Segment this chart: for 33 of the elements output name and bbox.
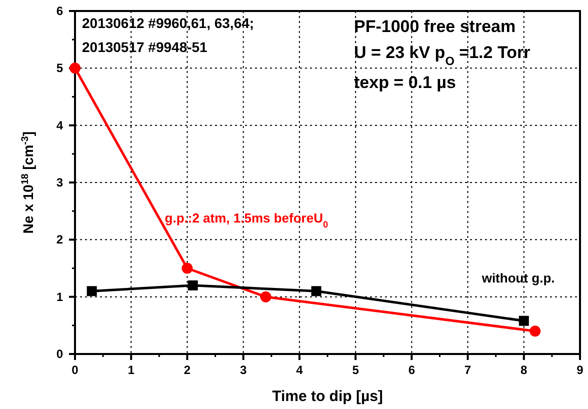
y-tick-label: 2 [56, 232, 64, 247]
x-tick-label: 7 [464, 363, 472, 377]
x-axis-title: Time to dip [µs] [272, 388, 383, 405]
y-tick-label: 3 [56, 176, 64, 190]
series-label: g.p.:2 atm, 1.5ms beforeU$_{0}$ [164, 210, 328, 230]
y-tick-label: 0 [56, 347, 64, 361]
x-tick-label: 2 [184, 363, 191, 377]
y-tick-label: 6 [56, 4, 64, 18]
text: without g.p. [480, 270, 555, 286]
point [182, 262, 193, 274]
x-tick-label: 9 [576, 363, 584, 377]
annotation: 20130517 #9948-51 [82, 39, 208, 55]
annotation: PF-1000 free stream [354, 17, 516, 36]
point [530, 326, 541, 337]
y-tick-label: 1 [56, 290, 64, 304]
x-tick-label: 0 [72, 363, 79, 377]
annotation: 20130612 #9960,61, 63,64; [82, 15, 254, 31]
x-tick-label: 3 [240, 363, 247, 377]
annotation: U = 23 kV p$_{O}$ =1.2 Torr [354, 43, 531, 68]
annotation: texp = 0.1 µs [354, 73, 456, 92]
x-tick-label: 4 [296, 363, 304, 377]
point [518, 316, 529, 326]
x-tick-label: 6 [408, 363, 416, 377]
point [260, 291, 272, 302]
x-tick-label: 8 [520, 363, 528, 377]
point [86, 286, 97, 296]
point [188, 280, 198, 290]
y-tick-label: 5 [56, 61, 64, 76]
x-tick-label: 5 [352, 363, 360, 377]
point [311, 286, 322, 296]
x-tick-label: 1 [128, 363, 135, 377]
point [70, 62, 80, 74]
y-tick-label: 4 [56, 118, 64, 132]
